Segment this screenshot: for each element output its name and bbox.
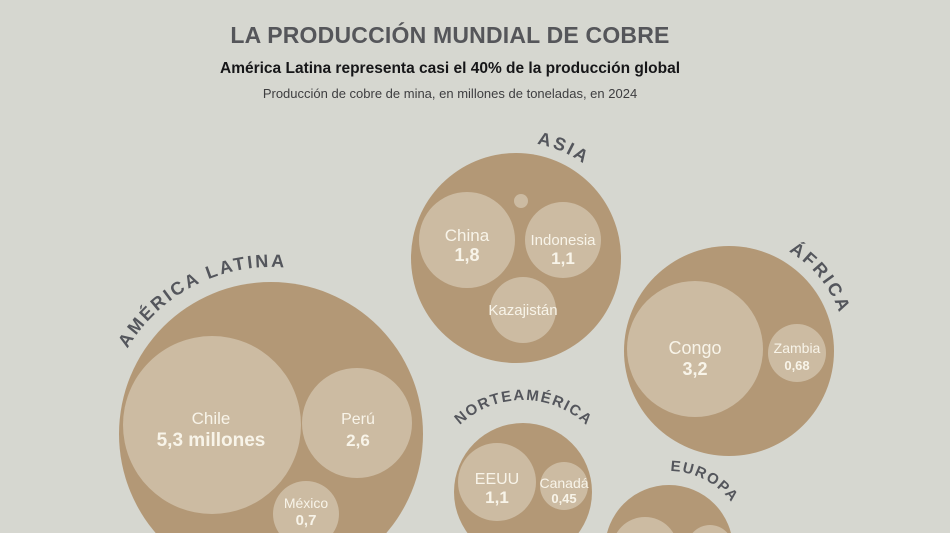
zambia-value: 0,68 bbox=[784, 358, 809, 373]
asia-small-unlabeled-bubble bbox=[514, 194, 528, 208]
mexico-bubble bbox=[273, 481, 339, 533]
kazakhstan-bubble bbox=[490, 277, 556, 343]
peru-value: 2,6 bbox=[346, 431, 370, 450]
zambia-bubble bbox=[768, 324, 826, 382]
canada-bubble bbox=[540, 462, 588, 510]
mexico-label: México bbox=[284, 495, 329, 511]
europa-unlabeled-bubble-1 bbox=[616, 517, 674, 533]
canada-value: 0,45 bbox=[551, 491, 576, 506]
kazakhstan-label: Kazajistán bbox=[488, 302, 557, 319]
peru-bubble bbox=[302, 368, 412, 478]
region-europa: EUROPA bbox=[607, 458, 741, 533]
region-asia: China 1,8 Indonesia 1,1 Kazajistán ASIA bbox=[411, 128, 621, 363]
eeuu-value: 1,1 bbox=[485, 488, 509, 507]
chile-label: Chile bbox=[192, 409, 231, 428]
region-africa: Congo 3,2 Zambia 0,68 ÁFRICA bbox=[624, 237, 852, 456]
europa-unlabeled-bubble-2 bbox=[692, 525, 728, 533]
zambia-label: Zambia bbox=[774, 340, 821, 356]
region-norteamerica: EEUU 1,1 Canadá 0,45 NORTEAMÉRICA bbox=[451, 387, 596, 533]
congo-value: 3,2 bbox=[682, 359, 707, 379]
norteamerica-region-label: NORTEAMÉRICA bbox=[451, 387, 596, 429]
china-bubble bbox=[419, 192, 515, 288]
chile-value: 5,3 millones bbox=[157, 430, 266, 451]
eeuu-label: EEUU bbox=[475, 471, 519, 488]
china-value: 1,8 bbox=[454, 245, 479, 265]
canada-label: Canadá bbox=[539, 475, 588, 491]
congo-bubble bbox=[627, 281, 763, 417]
mexico-value: 0,7 bbox=[296, 512, 317, 529]
congo-label: Congo bbox=[668, 338, 721, 358]
indonesia-label: Indonesia bbox=[530, 232, 596, 249]
header: LA PRODUCCIÓN MUNDIAL DE COBRE América L… bbox=[0, 0, 900, 115]
chart-unit-note: Producción de cobre de mina, en millones… bbox=[262, 86, 638, 101]
chile-bubble bbox=[123, 336, 301, 514]
china-label: China bbox=[445, 226, 490, 245]
region-america-latina: Chile 5,3 millones Perú 2,6 México 0,7 A… bbox=[114, 251, 423, 533]
chart-subtitle: América Latina representa casi el 40% de… bbox=[220, 60, 680, 77]
peru-label: Perú bbox=[341, 411, 375, 428]
chart-title: LA PRODUCCIÓN MUNDIAL DE COBRE bbox=[230, 22, 670, 48]
eeuu-bubble bbox=[458, 443, 536, 521]
indonesia-value: 1,1 bbox=[551, 249, 575, 268]
indonesia-bubble bbox=[525, 202, 601, 278]
